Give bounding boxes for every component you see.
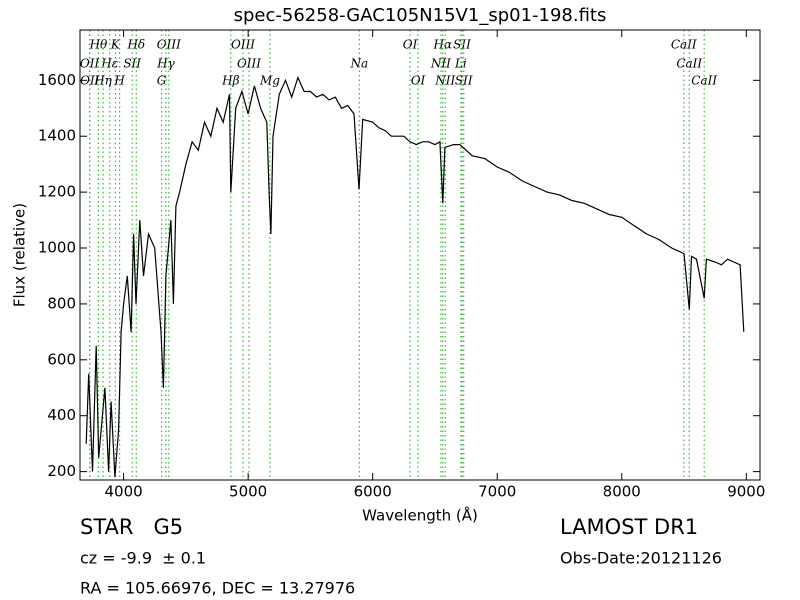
marker-label: SII — [455, 74, 473, 88]
marker-label: Hη — [93, 74, 112, 88]
x-tick-label: 5000 — [229, 483, 267, 501]
marker-label: Na — [350, 57, 369, 71]
y-tick-label: 1000 — [38, 239, 76, 257]
redshift: cz = -9.9 ± 0.1 — [80, 549, 206, 568]
y-tick-label: 1600 — [38, 71, 76, 89]
marker-label: SII — [123, 57, 141, 71]
x-tick-label: 4000 — [104, 483, 142, 501]
chart-title: spec-56258-GAC105N15V1_sp01-198.fits — [234, 5, 607, 26]
marker-label: Hγ — [156, 57, 175, 71]
marker-label: CaII — [691, 74, 717, 88]
marker-label: Hβ — [221, 74, 239, 88]
marker-label: OII — [80, 74, 100, 88]
marker-label: CaII — [671, 38, 697, 52]
marker-label: K — [110, 38, 121, 52]
y-tick-label: 1200 — [38, 183, 76, 201]
x-tick-label: 7000 — [478, 483, 516, 501]
marker-label: Li — [454, 57, 467, 71]
y-axis-label: Flux (relative) — [11, 203, 29, 307]
object-type: STAR G5 — [80, 515, 183, 539]
y-tick-label: 200 — [47, 462, 76, 480]
marker-label: OII — [80, 57, 100, 71]
coordinates: RA = 105.66976, DEC = 13.27976 — [80, 579, 355, 598]
marker-label: Hθ — [89, 38, 108, 52]
marker-label: SII — [453, 38, 471, 52]
x-tick-label: 9000 — [727, 483, 765, 501]
x-tick-label: 8000 — [603, 483, 641, 501]
x-axis-label: Wavelength (Å) — [362, 506, 478, 525]
marker-label: OI — [403, 38, 418, 52]
marker-label: H — [113, 74, 125, 88]
marker-label: OIII — [237, 57, 261, 71]
y-tick-label: 1400 — [38, 127, 76, 145]
marker-label: Hε — [100, 57, 118, 71]
marker-label: OIII — [157, 38, 181, 52]
survey: LAMOST DR1 — [560, 515, 698, 539]
obs-date: Obs-Date:20121126 — [560, 549, 722, 568]
marker-label: NII — [430, 57, 451, 71]
y-tick-label: 800 — [47, 294, 76, 312]
x-tick-label: 6000 — [354, 483, 392, 501]
spectrum-line — [85, 75, 745, 478]
marker-label: Mg — [259, 74, 280, 88]
marker-label: OIII — [231, 38, 255, 52]
y-tick-label: 400 — [47, 406, 76, 424]
marker-label: G — [157, 74, 167, 88]
marker-label: Hδ — [126, 38, 145, 52]
marker-label: Hα — [433, 38, 453, 52]
y-tick-label: 600 — [47, 350, 76, 368]
marker-label: OI — [411, 74, 426, 88]
plot-frame — [79, 29, 761, 481]
marker-label: CaII — [676, 57, 702, 71]
marker-label: NII — [434, 74, 455, 88]
